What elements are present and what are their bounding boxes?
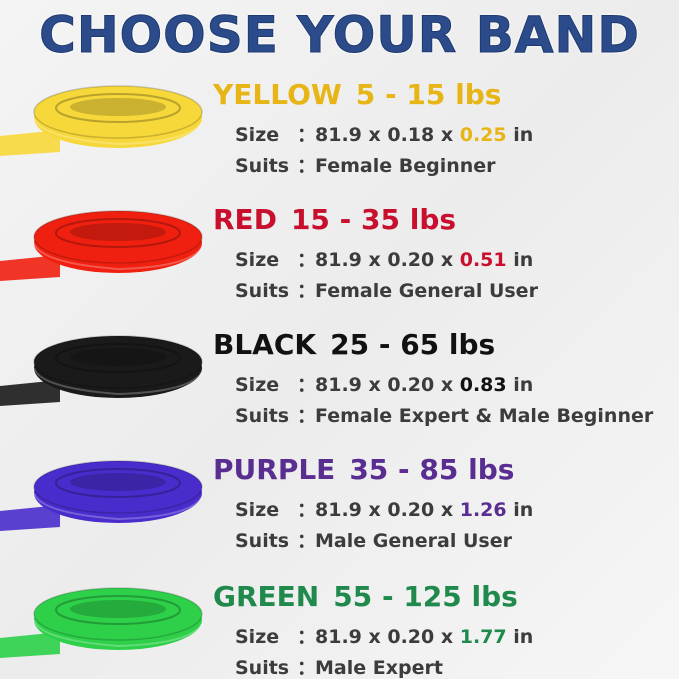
black-heading: BLACK 25 - 65 lbs <box>213 328 495 361</box>
size-width-highlight: 1.26 <box>459 499 507 521</box>
yellow-size-row: Size ：81.9 x 0.18 x 0.25 in <box>235 120 533 147</box>
suits-value: Female Expert & Male Beginner <box>315 405 654 427</box>
yellow-suits-row: Suits ：Female Beginner <box>235 151 496 178</box>
size-unit: in <box>506 374 534 396</box>
colon: ： <box>297 280 317 302</box>
suits-label: Suits <box>235 155 290 177</box>
red-size-row: Size ：81.9 x 0.20 x 0.51 in <box>235 245 533 272</box>
size-width-highlight: 0.51 <box>459 249 507 271</box>
colon: ： <box>297 626 317 648</box>
suits-label: Suits <box>235 280 290 302</box>
size-unit: in <box>506 124 534 146</box>
green-size-row: Size ：81.9 x 0.20 x 1.77 in <box>235 622 533 649</box>
suits-value: Male General User <box>315 530 512 552</box>
band-resistance: 15 - 35 lbs <box>290 203 457 236</box>
size-width-highlight: 0.83 <box>459 374 507 396</box>
size-value: 81.9 x 0.20 x <box>315 499 460 521</box>
size-value: 81.9 x 0.18 x <box>315 124 460 146</box>
page-title: CHOOSE YOUR BAND <box>39 6 640 65</box>
size-width-highlight: 0.25 <box>459 124 507 146</box>
size-unit: in <box>506 499 534 521</box>
purple-band-image <box>0 460 203 531</box>
black-size-row: Size ：81.9 x 0.20 x 0.83 in <box>235 370 533 397</box>
size-label: Size <box>235 249 280 271</box>
size-label: Size <box>235 124 280 146</box>
yellow-band-image <box>0 85 203 156</box>
suits-value: Female Beginner <box>315 155 496 177</box>
suits-label: Suits <box>235 405 290 427</box>
suits-label: Suits <box>235 530 290 552</box>
red-suits-row: Suits ：Female General User <box>235 276 538 303</box>
colon: ： <box>297 155 317 177</box>
size-value: 81.9 x 0.20 x <box>315 626 460 648</box>
size-label: Size <box>235 374 280 396</box>
colon: ： <box>297 499 317 521</box>
purple-suits-row: Suits ：Male General User <box>235 526 512 553</box>
green-suits-row: Suits ：Male Expert <box>235 653 443 679</box>
red-band-image <box>0 210 203 281</box>
colon: ： <box>297 374 317 396</box>
band-resistance: 35 - 85 lbs <box>349 453 515 486</box>
colon: ： <box>297 124 317 146</box>
size-value: 81.9 x 0.20 x <box>315 374 460 396</box>
purple-heading: PURPLE 35 - 85 lbs <box>213 453 514 486</box>
size-unit: in <box>506 626 534 648</box>
suits-label: Suits <box>235 657 290 679</box>
black-band-image <box>0 335 203 406</box>
band-resistance: 25 - 65 lbs <box>330 328 496 361</box>
red-heading: RED 15 - 35 lbs <box>213 203 456 236</box>
band-color-name: YELLOW <box>213 78 342 111</box>
colon: ： <box>297 405 317 427</box>
size-value: 81.9 x 0.20 x <box>315 249 460 271</box>
colon: ： <box>297 657 317 679</box>
band-color-name: GREEN <box>213 580 320 613</box>
size-label: Size <box>235 626 280 648</box>
green-band-image <box>0 587 203 658</box>
size-unit: in <box>506 249 534 271</box>
purple-size-row: Size ：81.9 x 0.20 x 1.26 in <box>235 495 533 522</box>
band-resistance: 55 - 125 lbs <box>333 580 518 613</box>
size-label: Size <box>235 499 280 521</box>
suits-value: Female General User <box>315 280 538 302</box>
black-suits-row: Suits ：Female Expert & Male Beginner <box>235 401 653 428</box>
colon: ： <box>297 530 317 552</box>
colon: ： <box>297 249 317 271</box>
band-color-name: BLACK <box>213 328 317 361</box>
band-color-name: RED <box>213 203 277 236</box>
band-resistance: 5 - 15 lbs <box>355 78 502 111</box>
size-width-highlight: 1.77 <box>459 626 507 648</box>
band-color-name: PURPLE <box>213 453 336 486</box>
suits-value: Male Expert <box>315 657 443 679</box>
green-heading: GREEN 55 - 125 lbs <box>213 580 518 613</box>
yellow-heading: YELLOW 5 - 15 lbs <box>213 78 501 111</box>
